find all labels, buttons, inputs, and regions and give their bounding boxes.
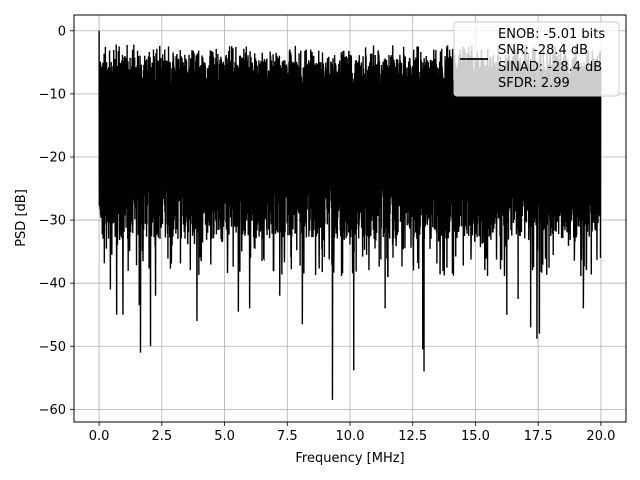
legend: ENOB: -5.01 bits SNR: -28.4 dB SINAD: -2… xyxy=(453,21,620,97)
legend-box xyxy=(453,21,620,97)
x-tick-label: 17.5 xyxy=(524,429,553,444)
x-tick-label: 2.5 xyxy=(151,429,172,444)
x-tick-label: 20.0 xyxy=(586,429,615,444)
y-tick-label: −20 xyxy=(39,150,66,165)
y-tick-label: −50 xyxy=(39,340,66,355)
x-axis-label: Frequency [MHz] xyxy=(295,451,404,466)
x-tick-label: 5.0 xyxy=(214,429,235,444)
y-tick-label: 0 xyxy=(58,24,66,39)
x-tick-label: 12.5 xyxy=(398,429,427,444)
x-tick-label: 0.0 xyxy=(89,429,110,444)
x-axis-ticks: 0.0 2.5 5.0 7.5 10.0 12.5 15.0 17.5 20.0 xyxy=(89,422,615,444)
y-axis-label: PSD [dB] xyxy=(14,189,29,247)
legend-entry-enob: ENOB: -5.01 bits xyxy=(498,27,605,42)
legend-entry-snr: SNR: -28.4 dB xyxy=(498,43,588,58)
y-axis-ticks: 0 −10 −20 −30 −40 −50 −60 xyxy=(39,24,74,418)
x-tick-label: 10.0 xyxy=(336,429,365,444)
y-tick-label: −40 xyxy=(39,277,66,292)
psd-trace xyxy=(98,30,602,400)
x-tick-label: 15.0 xyxy=(461,429,490,444)
legend-entry-sfdr: SFDR: 2.99 xyxy=(498,76,570,91)
y-tick-label: −60 xyxy=(39,403,66,418)
x-tick-label: 7.5 xyxy=(277,429,298,444)
series-psd xyxy=(98,30,602,400)
y-tick-label: −10 xyxy=(39,87,66,102)
legend-entry-sinad: SINAD: -28.4 dB xyxy=(498,60,602,75)
y-tick-label: −30 xyxy=(39,214,66,229)
